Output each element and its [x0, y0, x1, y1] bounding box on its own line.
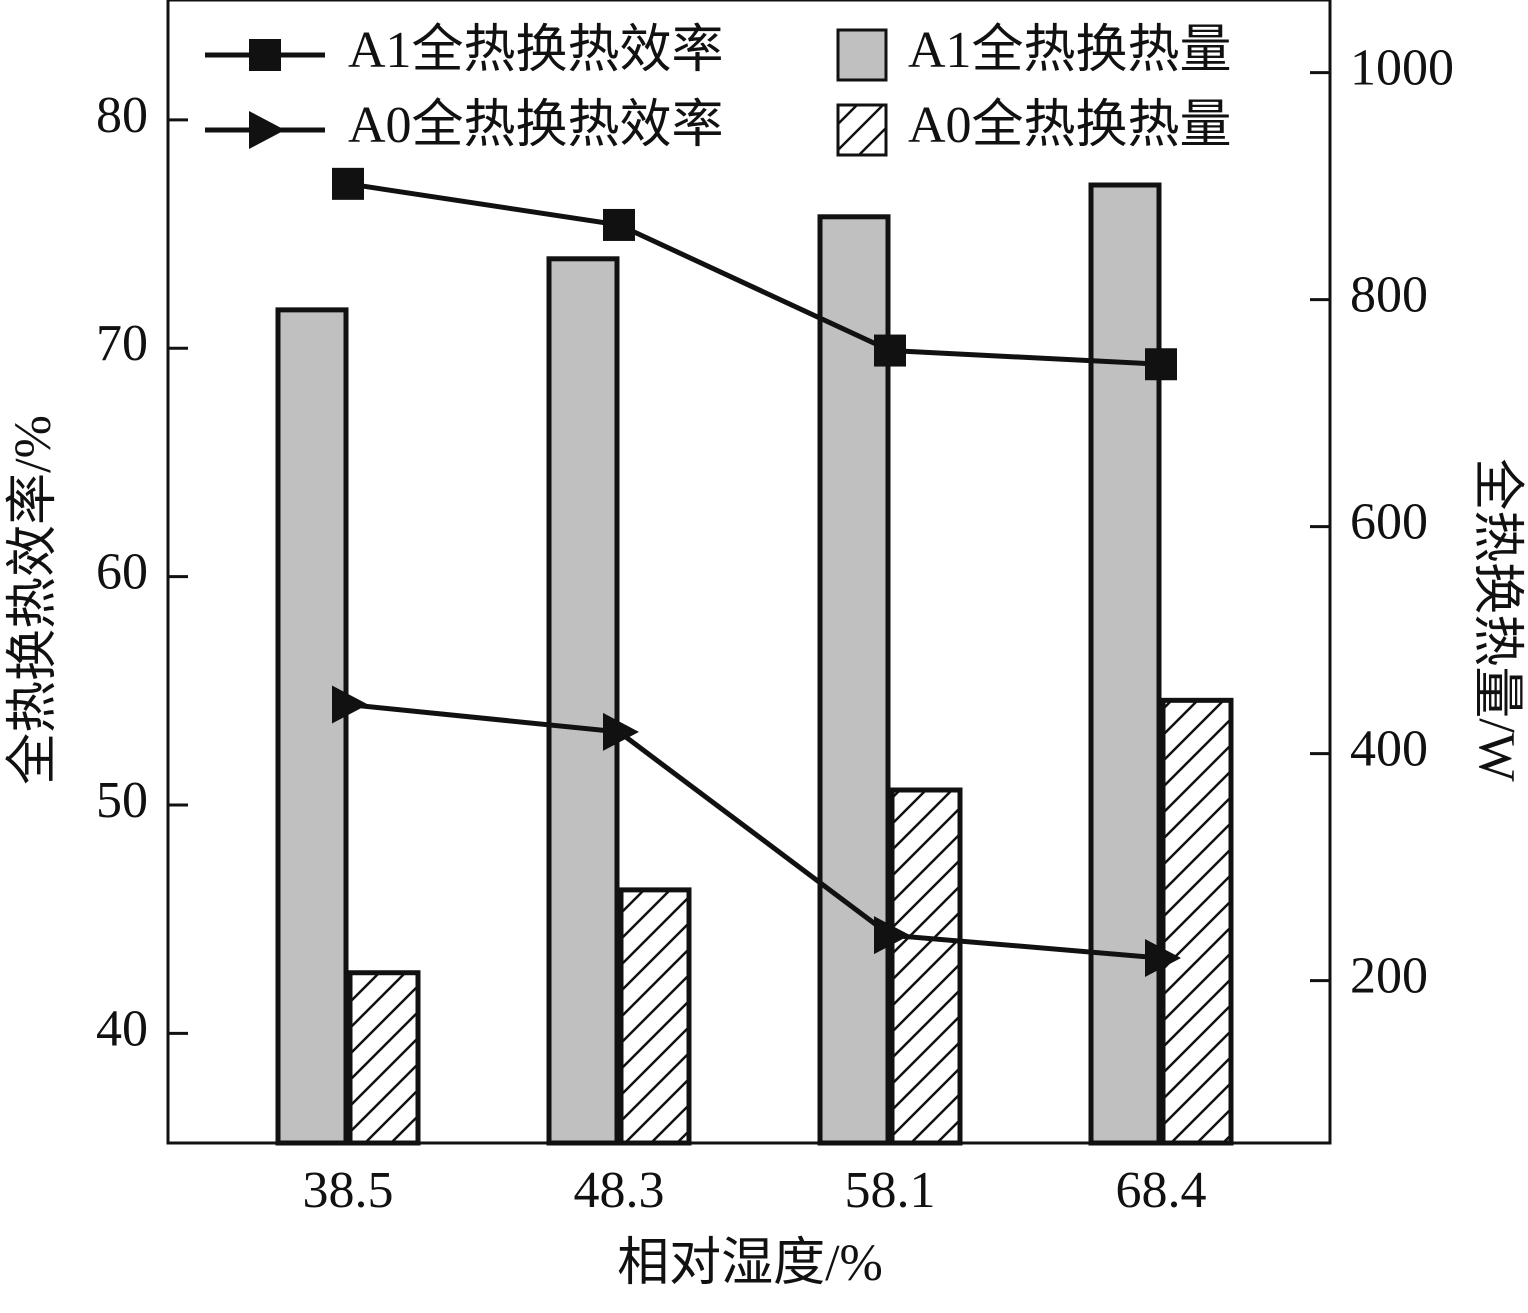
y2-tick-label: 1000	[1350, 40, 1454, 97]
x-axis-label: 相对湿度/%	[617, 1235, 883, 1292]
bar	[618, 887, 692, 1146]
bar	[889, 787, 963, 1146]
y2-tick-label: 200	[1350, 948, 1428, 1005]
x-tick-label: 58.1	[845, 1162, 936, 1219]
marker	[332, 685, 368, 724]
marker	[603, 208, 635, 241]
line	[347, 702, 1162, 961]
marker	[603, 712, 639, 751]
legend-label: A1全热换热量	[908, 22, 1232, 79]
y-tick-label: 50	[96, 772, 148, 829]
legend-label: A0全热换热量	[908, 97, 1232, 154]
line	[347, 181, 1162, 367]
marker	[1145, 348, 1177, 381]
marker	[249, 39, 281, 71]
marker	[249, 111, 285, 149]
legend-swatch	[836, 103, 888, 157]
x-tick-label: 38.5	[303, 1162, 394, 1219]
bar	[347, 970, 421, 1146]
bar	[275, 307, 349, 1146]
y-tick-label: 60	[96, 544, 148, 601]
marker	[874, 334, 906, 367]
y-tick-label: 80	[96, 87, 148, 144]
legend-label: A0全热换热效率	[348, 97, 724, 154]
legend-label: A1全热换热效率	[348, 22, 724, 79]
y2-tick-label: 400	[1350, 721, 1428, 778]
marker	[874, 916, 910, 955]
marker	[1145, 939, 1181, 978]
legend-swatch	[836, 28, 888, 82]
y-axis-label: 全热换热效率/%	[5, 415, 62, 785]
plot-frame	[166, 0, 1332, 1145]
bar	[1088, 182, 1162, 1146]
marker	[332, 167, 364, 200]
y2-tick-label: 600	[1350, 494, 1428, 551]
y-tick-label: 40	[96, 1000, 148, 1057]
bar	[546, 256, 620, 1146]
y-tick-label: 70	[96, 315, 148, 372]
y2-axis-label: 全热换热量/W	[1468, 458, 1525, 782]
x-tick-label: 48.3	[574, 1162, 665, 1219]
y2-tick-label: 800	[1350, 267, 1428, 324]
x-tick-label: 68.4	[1116, 1162, 1207, 1219]
bar	[1160, 697, 1234, 1146]
